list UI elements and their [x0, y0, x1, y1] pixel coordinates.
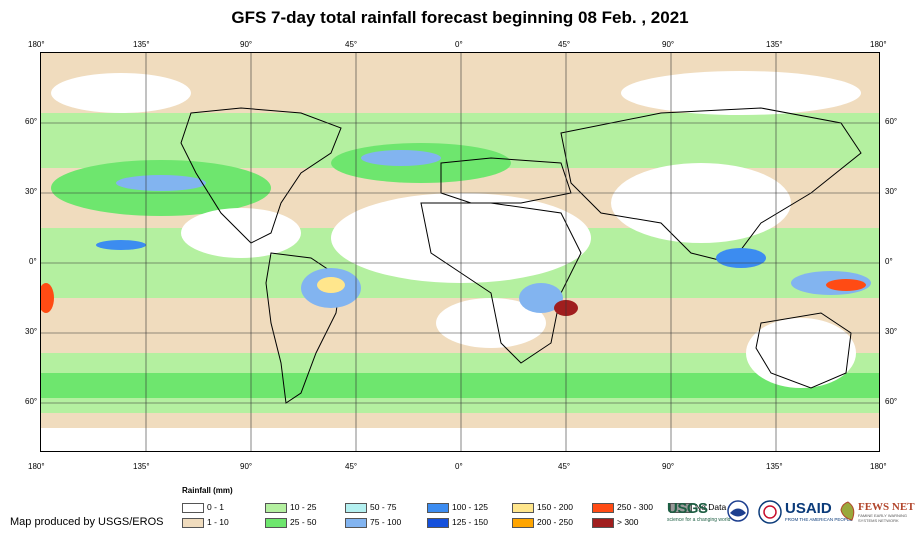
lon-label-bottom: 0° [455, 462, 463, 471]
legend-swatch [345, 502, 367, 513]
legend-item: 100 - 125 [427, 502, 488, 513]
legend-swatch [182, 502, 204, 513]
lat-label-left: 30° [25, 327, 38, 336]
lon-label-top: 180° [28, 40, 45, 49]
legend-item: 0 - 1 [182, 502, 224, 513]
legend-item: 10 - 25 [265, 502, 316, 513]
legend-item: 250 - 300 [592, 502, 653, 513]
fews-leaf-icon [840, 501, 855, 521]
rainfall-map [40, 52, 880, 452]
legend-item: 1 - 10 [182, 517, 229, 528]
rain-philippines [716, 248, 766, 268]
lat-label-left: 60° [25, 397, 38, 406]
legend-swatch [345, 517, 367, 528]
lat-label-right: 60° [885, 117, 898, 126]
lat-label-right: 30° [885, 327, 898, 336]
lat-label-right: 30° [885, 187, 898, 196]
lat-label-left: 30° [25, 187, 38, 196]
asia-outline [560, 107, 862, 264]
dry-arctic-east [621, 71, 861, 115]
legend-item: 125 - 150 [427, 517, 488, 528]
lon-label-bottom: 135° [133, 462, 150, 471]
legend-item: No Data [670, 502, 726, 513]
lon-label-bottom: 180° [870, 462, 887, 471]
legend-item: 25 - 50 [265, 517, 316, 528]
north-america-outline [180, 107, 342, 244]
rain-band-south-heavy [41, 373, 879, 398]
australia-outline [755, 312, 852, 389]
legend-item: 50 - 75 [345, 502, 396, 513]
map-credit: Map produced by USGS/EROS [10, 516, 164, 528]
lon-label-top: 45° [558, 40, 571, 49]
lon-label-bottom: 45° [345, 462, 358, 471]
graticule [41, 53, 879, 451]
rain-pacific-core [116, 175, 206, 191]
noaa-emblem-icon [727, 500, 749, 522]
legend-swatch [512, 517, 534, 528]
lat-label-left: 0° [29, 257, 37, 266]
legend-item: 150 - 200 [512, 502, 573, 513]
lon-label-top: 45° [345, 40, 358, 49]
fews-logo-tagline: FAMINE EARLY WARNING SYSTEMS NETWORK [858, 513, 908, 523]
lon-label-top: 135° [766, 40, 783, 49]
lat-label-left: 60° [25, 117, 38, 126]
rain-amazon-core [317, 277, 345, 293]
dry-asia [611, 163, 791, 243]
dry-arctic-west [51, 73, 191, 113]
usaid-seal-icon [758, 500, 782, 524]
legend-swatch [592, 502, 614, 513]
usgs-logo-text: USGS [667, 500, 708, 517]
rainfall-map-canvas [41, 53, 879, 451]
europe-outline [440, 157, 572, 204]
lon-label-bottom: 90° [240, 462, 253, 471]
lon-label-top: 90° [240, 40, 253, 49]
legend-swatch [265, 502, 287, 513]
legend-swatch [592, 517, 614, 528]
lon-label-top: 180° [870, 40, 887, 49]
legend-swatch [182, 517, 204, 528]
lon-label-bottom: 45° [558, 462, 571, 471]
usaid-logo-text: USAID [785, 500, 832, 517]
legend-item: 200 - 250 [512, 517, 573, 528]
legend-title: Rainfall (mm) [182, 486, 233, 495]
lon-label-bottom: 135° [766, 462, 783, 471]
dry-australia [746, 318, 856, 388]
legend-swatch [670, 502, 692, 513]
map-title: GFS 7-day total rainfall forecast beginn… [231, 8, 689, 27]
lat-label-right: 0° [885, 257, 893, 266]
legend-item: > 300 [592, 517, 639, 528]
legend-swatch [427, 517, 449, 528]
rain-congo [519, 283, 563, 313]
fews-net-logo: FEWS NET FAMINE EARLY WARNING SYSTEMS NE… [858, 501, 920, 523]
dry-atlantic-south [436, 298, 546, 348]
usgs-logo: USGS science for a changing world [667, 500, 730, 523]
lat-label-right: 60° [885, 397, 898, 406]
lon-label-bottom: 90° [662, 462, 675, 471]
usgs-logo-tagline: science for a changing world [667, 517, 731, 523]
usaid-logo: USAID FROM THE AMERICAN PEOPLE [785, 500, 852, 522]
rain-dateline [41, 283, 54, 313]
rain-central-pacific [96, 240, 146, 250]
fews-logo-text: FEWS NET [858, 501, 915, 513]
rain-atlantic-core [361, 150, 441, 166]
legend-swatch [512, 502, 534, 513]
usaid-logo-tagline: FROM THE AMERICAN PEOPLE [785, 517, 853, 522]
lon-label-top: 90° [662, 40, 675, 49]
lon-label-top: 0° [455, 40, 463, 49]
dry-antarctica [41, 428, 879, 451]
lon-label-top: 135° [133, 40, 150, 49]
legend-swatch [427, 502, 449, 513]
legend-item: 75 - 100 [345, 517, 401, 528]
rain-pacific-west-core [826, 279, 866, 291]
africa-outline [420, 202, 582, 364]
legend-swatch [265, 517, 287, 528]
lon-label-bottom: 180° [28, 462, 45, 471]
